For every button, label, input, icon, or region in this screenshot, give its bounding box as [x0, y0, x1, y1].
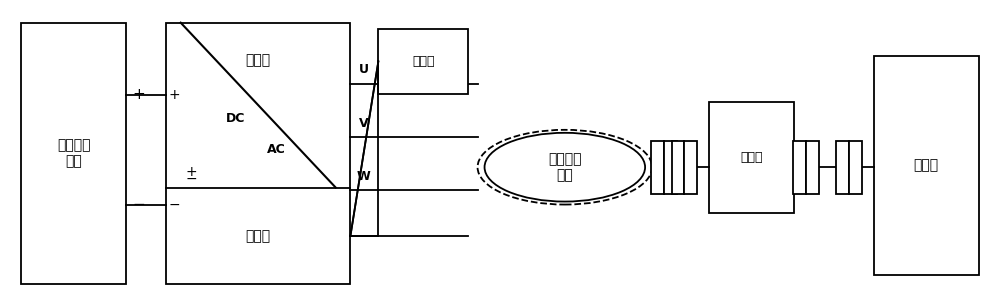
- Bar: [874, 56, 979, 275]
- Ellipse shape: [478, 130, 652, 204]
- Bar: [849, 141, 862, 194]
- Bar: [793, 141, 806, 194]
- Text: 控制器: 控制器: [246, 229, 271, 243]
- Text: 直流稳压
电源: 直流稳压 电源: [57, 138, 90, 169]
- Text: 扭矩仪: 扭矩仪: [741, 151, 763, 164]
- Text: DC: DC: [226, 112, 246, 125]
- Text: AC: AC: [267, 143, 286, 156]
- Bar: [21, 23, 126, 284]
- Text: 测功机: 测功机: [914, 159, 939, 173]
- Bar: [378, 29, 468, 94]
- Text: 传感器: 传感器: [412, 55, 434, 68]
- Bar: [709, 102, 794, 213]
- Text: −: −: [186, 171, 198, 185]
- Bar: [806, 141, 819, 194]
- Text: −: −: [133, 197, 145, 212]
- Text: −: −: [169, 197, 181, 212]
- Text: W: W: [357, 170, 370, 183]
- Bar: [166, 23, 350, 284]
- Text: +: +: [169, 87, 181, 102]
- Text: U: U: [358, 63, 368, 76]
- Bar: [664, 141, 677, 194]
- Text: V: V: [359, 117, 368, 130]
- Text: 逆变器: 逆变器: [246, 54, 271, 68]
- Text: +: +: [186, 165, 198, 179]
- Bar: [651, 141, 664, 194]
- Text: 交流异步
电机: 交流异步 电机: [548, 152, 582, 182]
- Text: +: +: [133, 87, 145, 102]
- Bar: [836, 141, 849, 194]
- Ellipse shape: [485, 133, 645, 202]
- Bar: [684, 141, 697, 194]
- Bar: [672, 141, 684, 194]
